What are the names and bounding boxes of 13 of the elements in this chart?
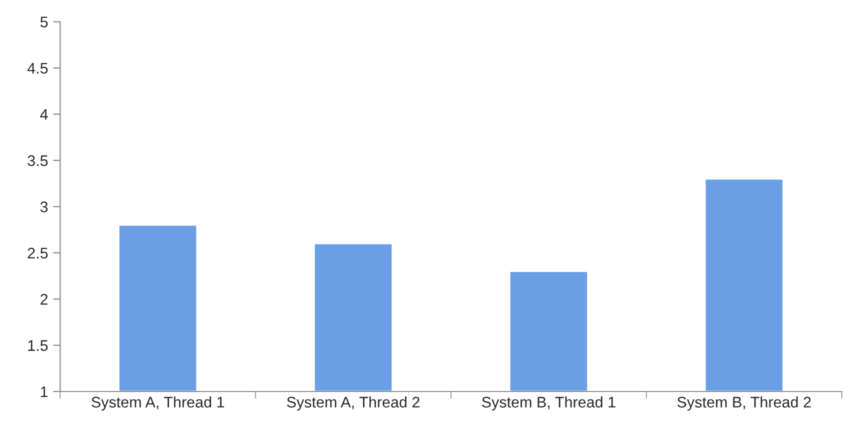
x-tick-label: System A, Thread 1 [92,396,224,411]
y-tick-label: 4 [40,109,48,120]
y-tick-label: 2.5 [28,248,48,259]
y-tick-label: 2 [40,294,48,305]
y-tick-label: 1 [40,386,48,398]
y-tick-label: 5 [40,16,48,28]
y-tick-label: 4.5 [27,62,48,74]
x-tick-label: System B, Thread 2 [677,396,811,411]
y-tick-label: 1.5 [28,340,48,351]
y-tick-label: 3 [40,201,48,212]
x-tick-label: System A, Thread 2 [287,396,420,411]
x-tick-label: System B, Thread 1 [482,396,616,411]
y-tick-label: 3.5 [28,155,48,166]
